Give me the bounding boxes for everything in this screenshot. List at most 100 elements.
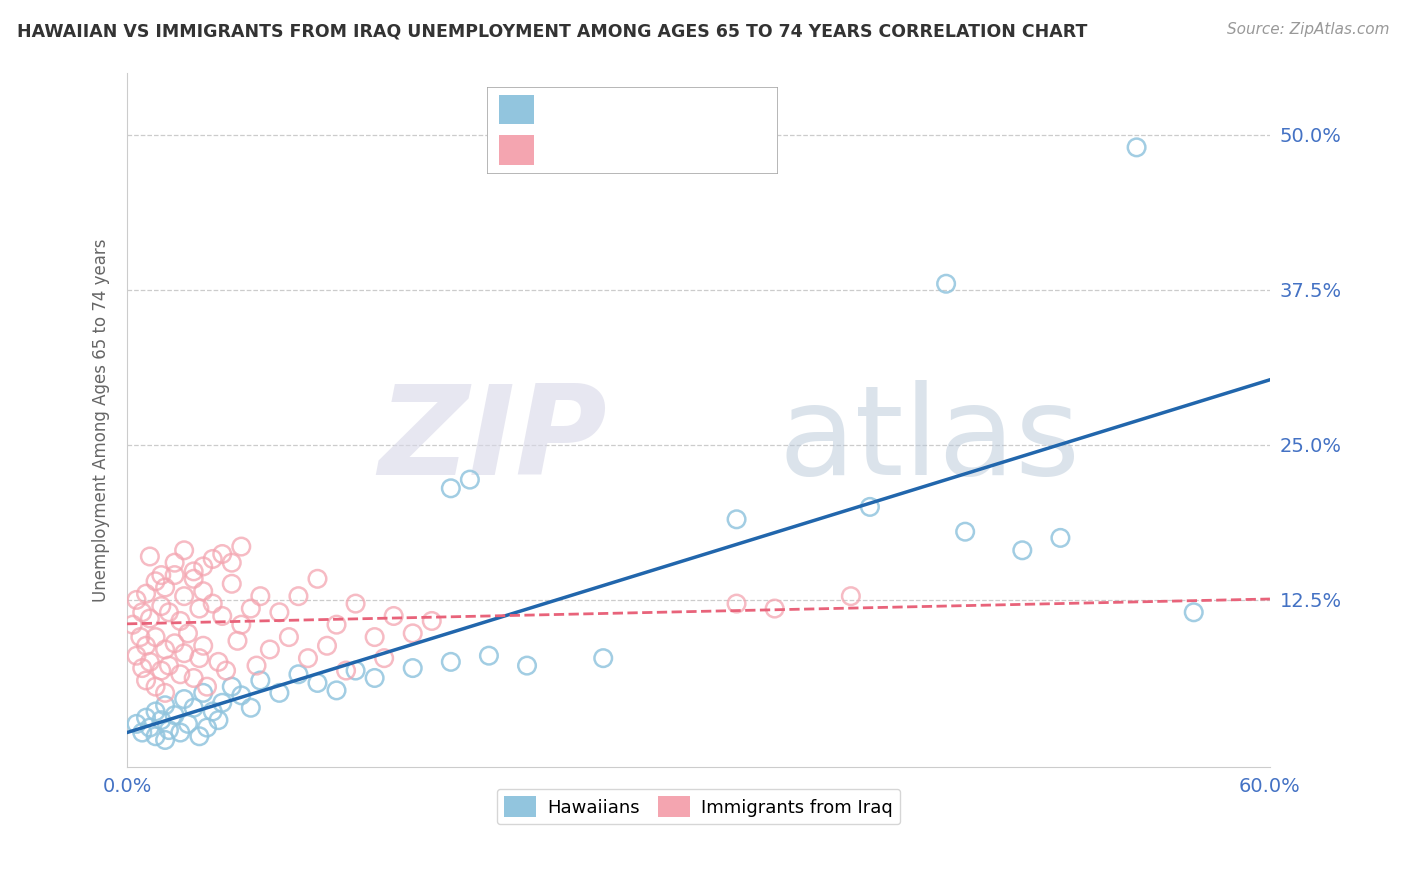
Point — [173, 543, 195, 558]
Point — [193, 584, 215, 599]
Point — [173, 692, 195, 706]
Text: ZIP: ZIP — [378, 381, 607, 501]
Point — [135, 673, 157, 688]
Point — [139, 611, 162, 625]
Point — [211, 547, 233, 561]
Point — [382, 609, 405, 624]
Point — [121, 617, 143, 632]
Point — [139, 549, 162, 564]
Text: atlas: atlas — [779, 381, 1081, 501]
Point — [135, 639, 157, 653]
Point — [839, 589, 862, 603]
Point — [183, 700, 205, 714]
Point — [239, 700, 262, 714]
Point — [125, 593, 148, 607]
Point — [157, 605, 180, 619]
Point — [1182, 605, 1205, 619]
Point — [173, 646, 195, 660]
Point — [363, 671, 385, 685]
Text: HAWAIIAN VS IMMIGRANTS FROM IRAQ UNEMPLOYMENT AMONG AGES 65 TO 74 YEARS CORRELAT: HAWAIIAN VS IMMIGRANTS FROM IRAQ UNEMPLO… — [17, 22, 1087, 40]
Point — [163, 568, 186, 582]
Point — [153, 581, 176, 595]
Point — [139, 721, 162, 735]
Point — [344, 664, 367, 678]
Point — [245, 658, 267, 673]
Point — [953, 524, 976, 539]
Point — [402, 626, 425, 640]
Point — [592, 651, 614, 665]
Point — [239, 601, 262, 615]
Legend: Hawaiians, Immigrants from Iraq: Hawaiians, Immigrants from Iraq — [496, 789, 900, 824]
Point — [150, 664, 173, 678]
Point — [307, 676, 329, 690]
Point — [725, 597, 748, 611]
Point — [269, 686, 291, 700]
Point — [440, 481, 463, 495]
Point — [287, 667, 309, 681]
Point — [177, 717, 200, 731]
Point — [195, 721, 218, 735]
Point — [135, 711, 157, 725]
Text: Source: ZipAtlas.com: Source: ZipAtlas.com — [1226, 22, 1389, 37]
Point — [1049, 531, 1071, 545]
Point — [287, 589, 309, 603]
Point — [201, 597, 224, 611]
Point — [259, 642, 281, 657]
Point — [207, 655, 229, 669]
Point — [145, 729, 167, 743]
Point — [207, 713, 229, 727]
Point — [193, 686, 215, 700]
Point — [150, 599, 173, 613]
Point — [325, 617, 347, 632]
Point — [188, 601, 211, 615]
Point — [139, 655, 162, 669]
Point — [859, 500, 882, 514]
Point — [440, 655, 463, 669]
Point — [153, 642, 176, 657]
Point — [150, 568, 173, 582]
Point — [131, 725, 153, 739]
Point — [183, 572, 205, 586]
Point — [188, 651, 211, 665]
Point — [1125, 140, 1147, 154]
Point — [763, 601, 786, 615]
Point — [188, 729, 211, 743]
Point — [231, 540, 253, 554]
Point — [125, 648, 148, 663]
Point — [307, 572, 329, 586]
Point — [725, 512, 748, 526]
Point — [193, 639, 215, 653]
Point — [516, 658, 538, 673]
Point — [163, 556, 186, 570]
Point — [478, 648, 501, 663]
Point — [277, 630, 299, 644]
Point — [125, 717, 148, 731]
Point — [183, 671, 205, 685]
Point — [201, 552, 224, 566]
Point — [1011, 543, 1033, 558]
Point — [458, 473, 481, 487]
Point — [173, 589, 195, 603]
Point — [169, 725, 191, 739]
Point — [363, 630, 385, 644]
Point — [935, 277, 957, 291]
Point — [157, 658, 180, 673]
Point — [135, 587, 157, 601]
Point — [153, 698, 176, 713]
Point — [129, 630, 152, 644]
Point — [131, 661, 153, 675]
Point — [325, 683, 347, 698]
Point — [373, 651, 395, 665]
Point — [226, 633, 249, 648]
Point — [145, 630, 167, 644]
Point — [145, 705, 167, 719]
Point — [177, 626, 200, 640]
Point — [269, 605, 291, 619]
Point — [211, 609, 233, 624]
Point — [163, 636, 186, 650]
Point — [249, 589, 271, 603]
Point — [183, 565, 205, 579]
Point — [169, 614, 191, 628]
Point — [297, 651, 319, 665]
Point — [145, 574, 167, 589]
